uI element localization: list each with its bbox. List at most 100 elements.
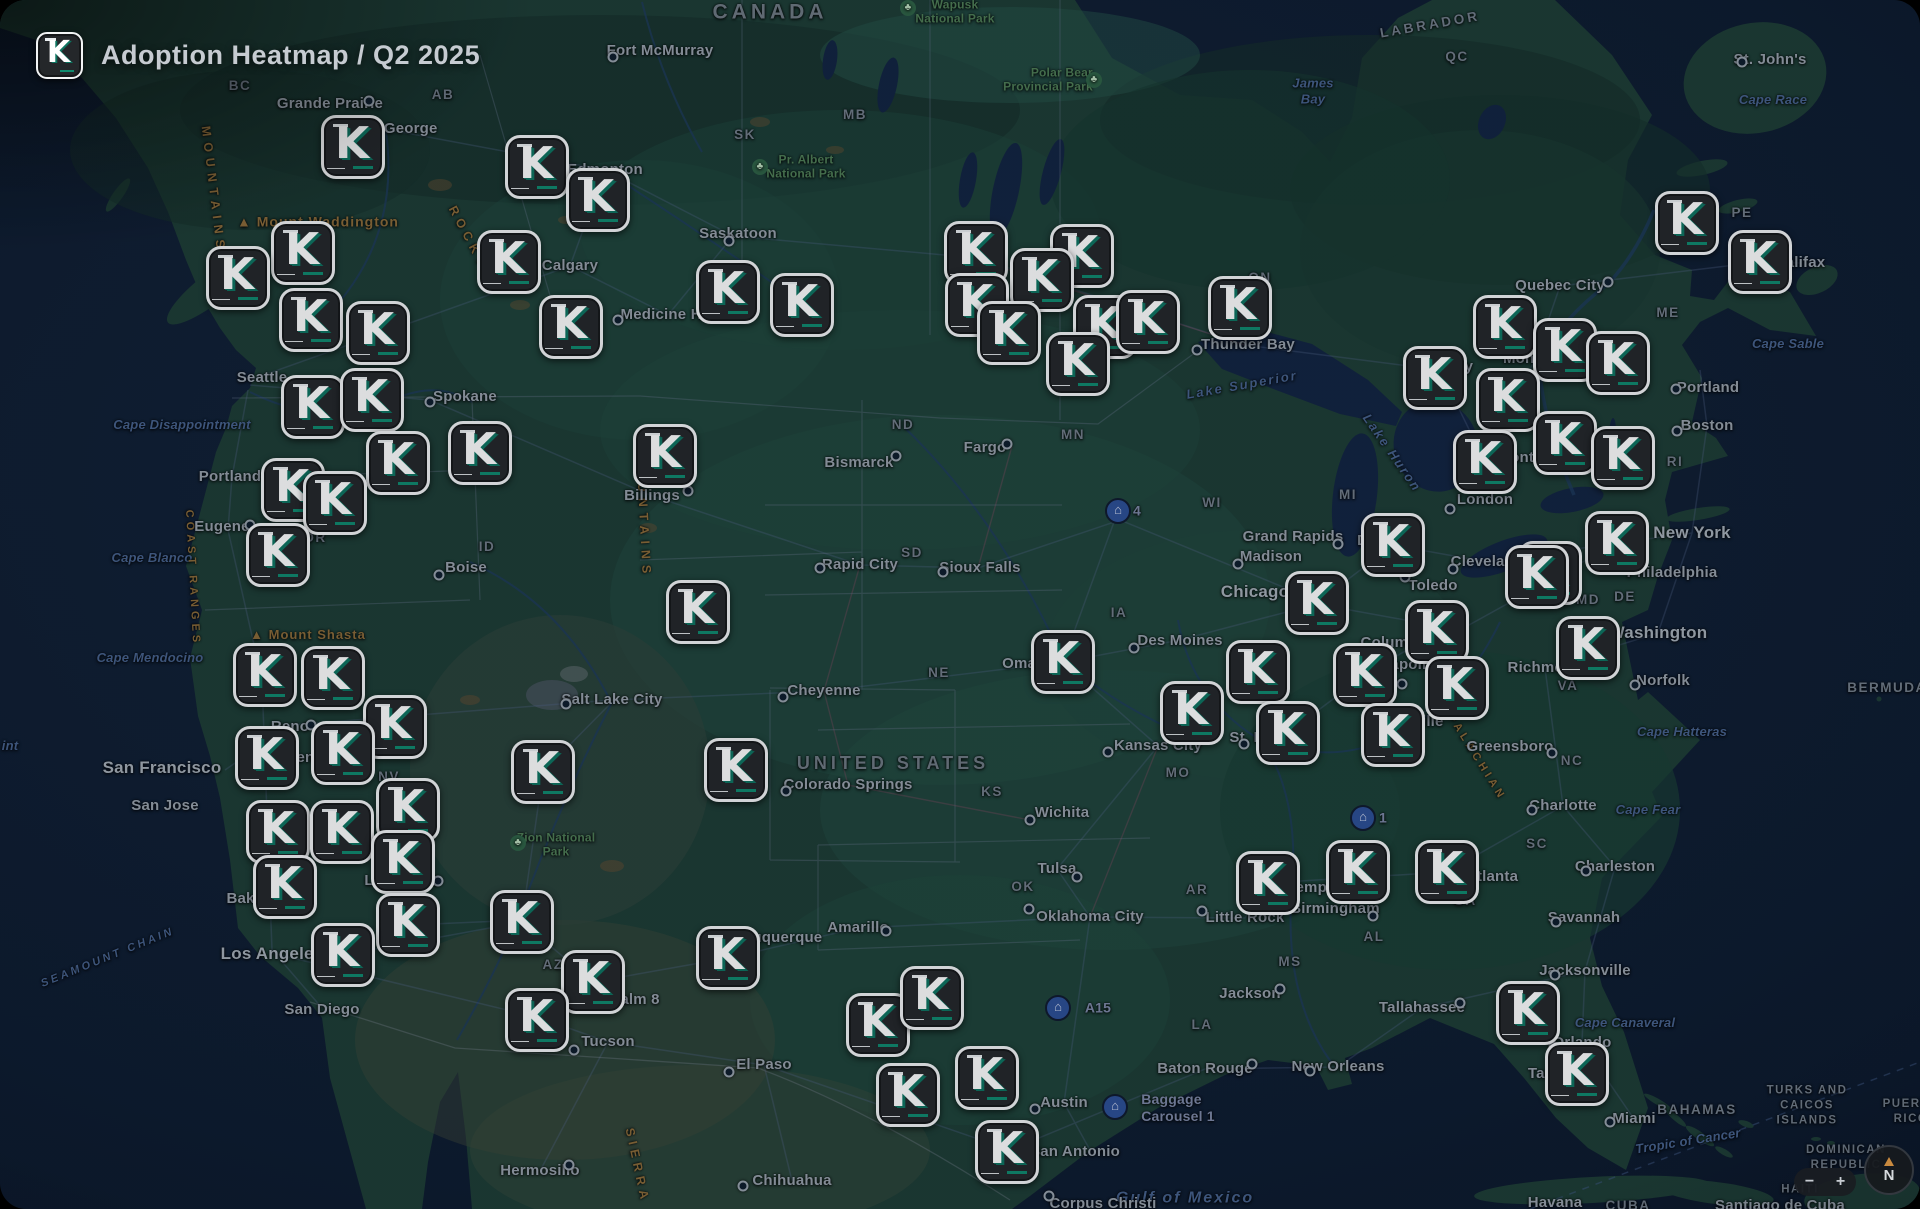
compass-north-label: N (1883, 1167, 1895, 1184)
k-marker[interactable]: K (1425, 656, 1489, 720)
k-marker[interactable]: K (1361, 703, 1425, 767)
zoom-control[interactable]: − + (1794, 1168, 1856, 1196)
k-marker[interactable]: K (511, 740, 575, 804)
k-marker-glyph: K (1023, 251, 1059, 302)
k-marker[interactable]: K (633, 424, 697, 488)
zoom-out-button[interactable]: − (1804, 1173, 1815, 1190)
k-marker[interactable]: K (1256, 701, 1320, 765)
k-marker-glyph: K (646, 427, 682, 478)
k-marker[interactable]: K (311, 721, 375, 785)
k-marker[interactable]: K (1545, 1042, 1609, 1106)
k-marker-glyph: K (1374, 706, 1410, 757)
k-marker[interactable]: K (1473, 295, 1537, 359)
k-marker[interactable]: K (561, 950, 625, 1014)
k-marker[interactable]: K (704, 738, 768, 802)
k-marker[interactable]: K (1586, 331, 1650, 395)
k-marker-glyph: K (1129, 293, 1165, 344)
k-marker[interactable]: K (279, 288, 343, 352)
k-marker[interactable]: K (1476, 368, 1540, 432)
k-marker-glyph: K (579, 171, 615, 222)
k-marker[interactable]: K (246, 523, 310, 587)
k-marker[interactable]: K (311, 923, 375, 987)
k-marker[interactable]: K (876, 1063, 940, 1127)
k-marker[interactable]: K (303, 471, 367, 535)
k-marker[interactable]: K (281, 375, 345, 439)
k-marker[interactable]: K (977, 301, 1041, 365)
k-marker-glyph: K (1489, 371, 1525, 422)
k-marker[interactable]: K (1031, 630, 1095, 694)
k-marker[interactable]: K (666, 580, 730, 644)
k-marker[interactable]: K (1556, 616, 1620, 680)
k-marker[interactable]: K (310, 800, 374, 864)
k-marker[interactable]: K (1496, 981, 1560, 1045)
k-marker-glyph: K (552, 298, 588, 349)
k-marker[interactable]: K (955, 1046, 1019, 1110)
k-marker[interactable]: K (975, 1120, 1039, 1184)
k-marker-glyph: K (988, 1123, 1024, 1174)
k-marker-glyph: K (574, 953, 610, 1004)
k-marker[interactable]: K (301, 646, 365, 710)
k-marker[interactable]: K (1326, 840, 1390, 904)
k-marker[interactable]: K (1533, 411, 1597, 475)
k-marker[interactable]: K (566, 168, 630, 232)
k-marker[interactable]: K (770, 273, 834, 337)
k-marker[interactable]: K (1160, 681, 1224, 745)
k-marker[interactable]: K (1361, 513, 1425, 577)
k-marker[interactable]: K (1585, 511, 1649, 575)
k-marker[interactable]: K (505, 135, 569, 199)
k-marker-glyph: K (1298, 574, 1334, 625)
k-marker[interactable]: K (376, 893, 440, 957)
k-marker[interactable]: K (1333, 643, 1397, 707)
k-marker[interactable]: K (346, 301, 410, 365)
k-marker-glyph: K (524, 743, 560, 794)
k-marker[interactable]: K (490, 890, 554, 954)
k-marker-glyph: K (294, 378, 330, 429)
k-marker[interactable]: K (696, 926, 760, 990)
k-marker[interactable]: K (1226, 640, 1290, 704)
k-marker[interactable]: K (1208, 276, 1272, 340)
k-marker[interactable]: K (448, 421, 512, 485)
k-marker-glyph: K (384, 833, 420, 884)
k-marker[interactable]: K (1403, 346, 1467, 410)
k-marker[interactable]: K (1655, 191, 1719, 255)
k-marker[interactable]: K (321, 115, 385, 179)
k-marker[interactable]: K (539, 295, 603, 359)
k-marker[interactable]: K (253, 855, 317, 919)
k-marker-glyph: K (1598, 514, 1634, 565)
k-marker-glyph: K (334, 118, 370, 169)
k-marker-glyph: K (284, 224, 320, 275)
logo-letter: K (46, 34, 71, 70)
k-marker[interactable]: K (340, 368, 404, 432)
k-marker[interactable]: K (505, 988, 569, 1052)
k-marker-glyph: K (1486, 298, 1522, 349)
k-marker[interactable]: K (371, 830, 435, 894)
k-marker[interactable]: K (1453, 430, 1517, 494)
k-marker[interactable]: K (1046, 332, 1110, 396)
page-title: Adoption Heatmap / Q2 2025 (101, 40, 481, 70)
app-logo-icon[interactable]: K (36, 32, 83, 79)
k-marker[interactable]: K (1116, 290, 1180, 354)
k-marker[interactable]: K (1728, 230, 1792, 294)
zoom-in-button[interactable]: + (1835, 1173, 1846, 1190)
k-marker-glyph: K (1416, 349, 1452, 400)
k-marker-glyph: K (889, 1066, 925, 1117)
k-marker[interactable]: K (696, 260, 760, 324)
k-marker[interactable]: K (271, 221, 335, 285)
k-marker[interactable]: K (1236, 851, 1300, 915)
k-marker[interactable]: K (1415, 840, 1479, 904)
k-marker[interactable]: K (1285, 571, 1349, 635)
k-marker[interactable]: K (1405, 600, 1469, 664)
k-marker[interactable]: K (900, 966, 964, 1030)
k-marker[interactable]: K (233, 643, 297, 707)
k-marker[interactable]: K (1505, 545, 1569, 609)
compass-control[interactable]: N (1864, 1145, 1914, 1195)
k-marker[interactable]: K (366, 431, 430, 495)
k-marker[interactable]: K (235, 726, 299, 790)
k-marker[interactable]: K (1591, 426, 1655, 490)
k-marker-glyph: K (1741, 233, 1777, 284)
k-marker[interactable]: K (206, 246, 270, 310)
k-marker[interactable]: K (477, 230, 541, 294)
k-marker-glyph: K (259, 526, 295, 577)
